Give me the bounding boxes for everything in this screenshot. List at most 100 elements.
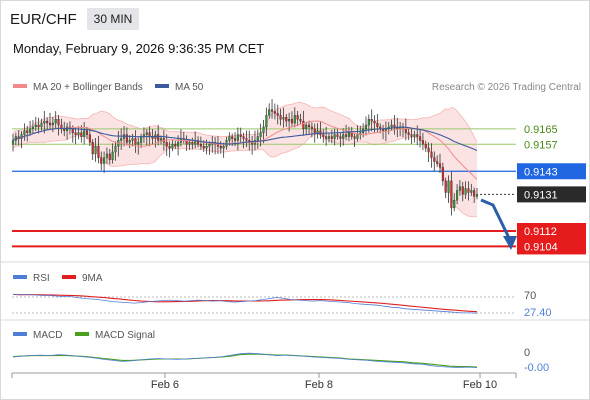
candle-body [370,119,373,122]
candle-body [450,180,453,209]
candle-body [290,119,294,124]
candle-body [225,140,228,147]
candle-body [424,144,427,149]
timeframe-badge[interactable]: 30 MIN [86,8,140,30]
candle-body [259,132,262,137]
candle-body [475,194,479,197]
candle-body [339,136,342,139]
candle-body [404,128,407,133]
x-axis: Feb 6 Feb 8 Feb 10 [11,372,517,391]
rsi-value-tick: 27.40 [524,307,552,319]
candle-body [319,130,322,135]
candle-body [376,122,379,128]
candle-body [26,130,29,133]
candle-body [427,147,430,153]
candle-body [270,109,274,112]
pivot-label-box [517,163,586,180]
pivot-label: 0.9143 [524,166,558,178]
rsi-legend: RSI 9MA [13,273,103,284]
resistance-label: 0.9165 [524,124,558,136]
candle-body [134,138,137,145]
candle-body [333,134,336,139]
candle-body [347,132,350,137]
macd-value-tick: -0.00 [524,362,549,374]
candle-body [31,126,34,130]
copyright-credit: Research © 2026 Trading Central [432,82,581,93]
candle-body [285,117,288,122]
candle-body [188,142,191,145]
candle-body [199,144,202,147]
candle-body [265,115,268,128]
candle-body [140,136,143,143]
candle-body [441,167,444,182]
candle-body [159,138,163,141]
rsi-legend-swatch [13,275,27,279]
candle-body [293,115,296,124]
candle-body [108,153,111,160]
candle-body [103,157,106,164]
price-legend: MA 20 + Bollinger Bands MA 50 Research ©… [13,82,581,93]
candle-body [296,115,299,120]
candlestick-series [11,99,479,216]
candle-body [310,126,313,130]
candle-body [145,132,148,135]
candle-body [453,199,456,209]
last-price-label-box [517,186,586,203]
candle-body [63,128,66,131]
macd-signal-legend-label: MACD Signal [95,330,155,341]
x-tick-label: Feb 8 [305,379,333,391]
candle-body [470,190,473,193]
candle-body [288,119,291,122]
level-labels: 0.9165 0.9157 0.9143 0.9131 0.9112 0.9104 [517,124,586,255]
support-label: 0.9112 [524,226,557,238]
timestamp: Monday, February 9, 2026 9:36:35 PM CET [13,41,265,56]
candle-body [191,142,194,145]
candle-body [356,134,359,139]
forecast-arrow [480,198,517,250]
rsi-line [12,293,478,314]
ma50-legend-label: MA 50 [175,82,204,93]
candle-body [219,145,222,149]
macd-signal-legend-swatch [75,332,89,336]
candle-body [262,126,265,133]
candle-body [148,132,151,137]
candle-body [436,161,439,164]
symbol-title: EUR/CHF [10,10,77,28]
rsi-ma-legend-swatch [62,275,76,279]
macd-legend-swatch [13,332,27,336]
candle-body [51,122,54,126]
candle-body [43,120,46,124]
candle-body [100,157,103,164]
candle-body [205,145,208,149]
candle-body [46,120,49,124]
candle-body [336,134,339,137]
candle-body [105,153,108,158]
candle-body [345,134,348,137]
candle-body [421,140,424,145]
candle-body [461,186,464,195]
forecast-arrow-shaft [480,198,512,241]
resistance-label: 0.9157 [524,139,558,151]
candle-body [11,140,15,145]
candle-body [473,190,476,197]
candle-body [256,136,259,141]
bollinger-band-fill [13,102,477,217]
candle-body [174,144,177,147]
candle-body [279,115,282,120]
candle-body [327,136,331,139]
candle-body [322,134,325,137]
candle-body [325,136,328,139]
candle-body [71,128,74,133]
x-tick-label: Feb 6 [151,379,179,391]
candle-body [228,136,231,141]
moving-averages [12,120,478,180]
chart-header: EUR/CHF 30 MIN [10,7,140,31]
candle-body [353,136,356,139]
candle-body [276,113,279,116]
candle-body [88,134,91,143]
macd-zero-tick: 0 [524,347,530,359]
candle-body [231,136,234,139]
candle-body [393,124,396,128]
macd-signal-line [12,353,478,368]
candle-body [456,190,459,201]
